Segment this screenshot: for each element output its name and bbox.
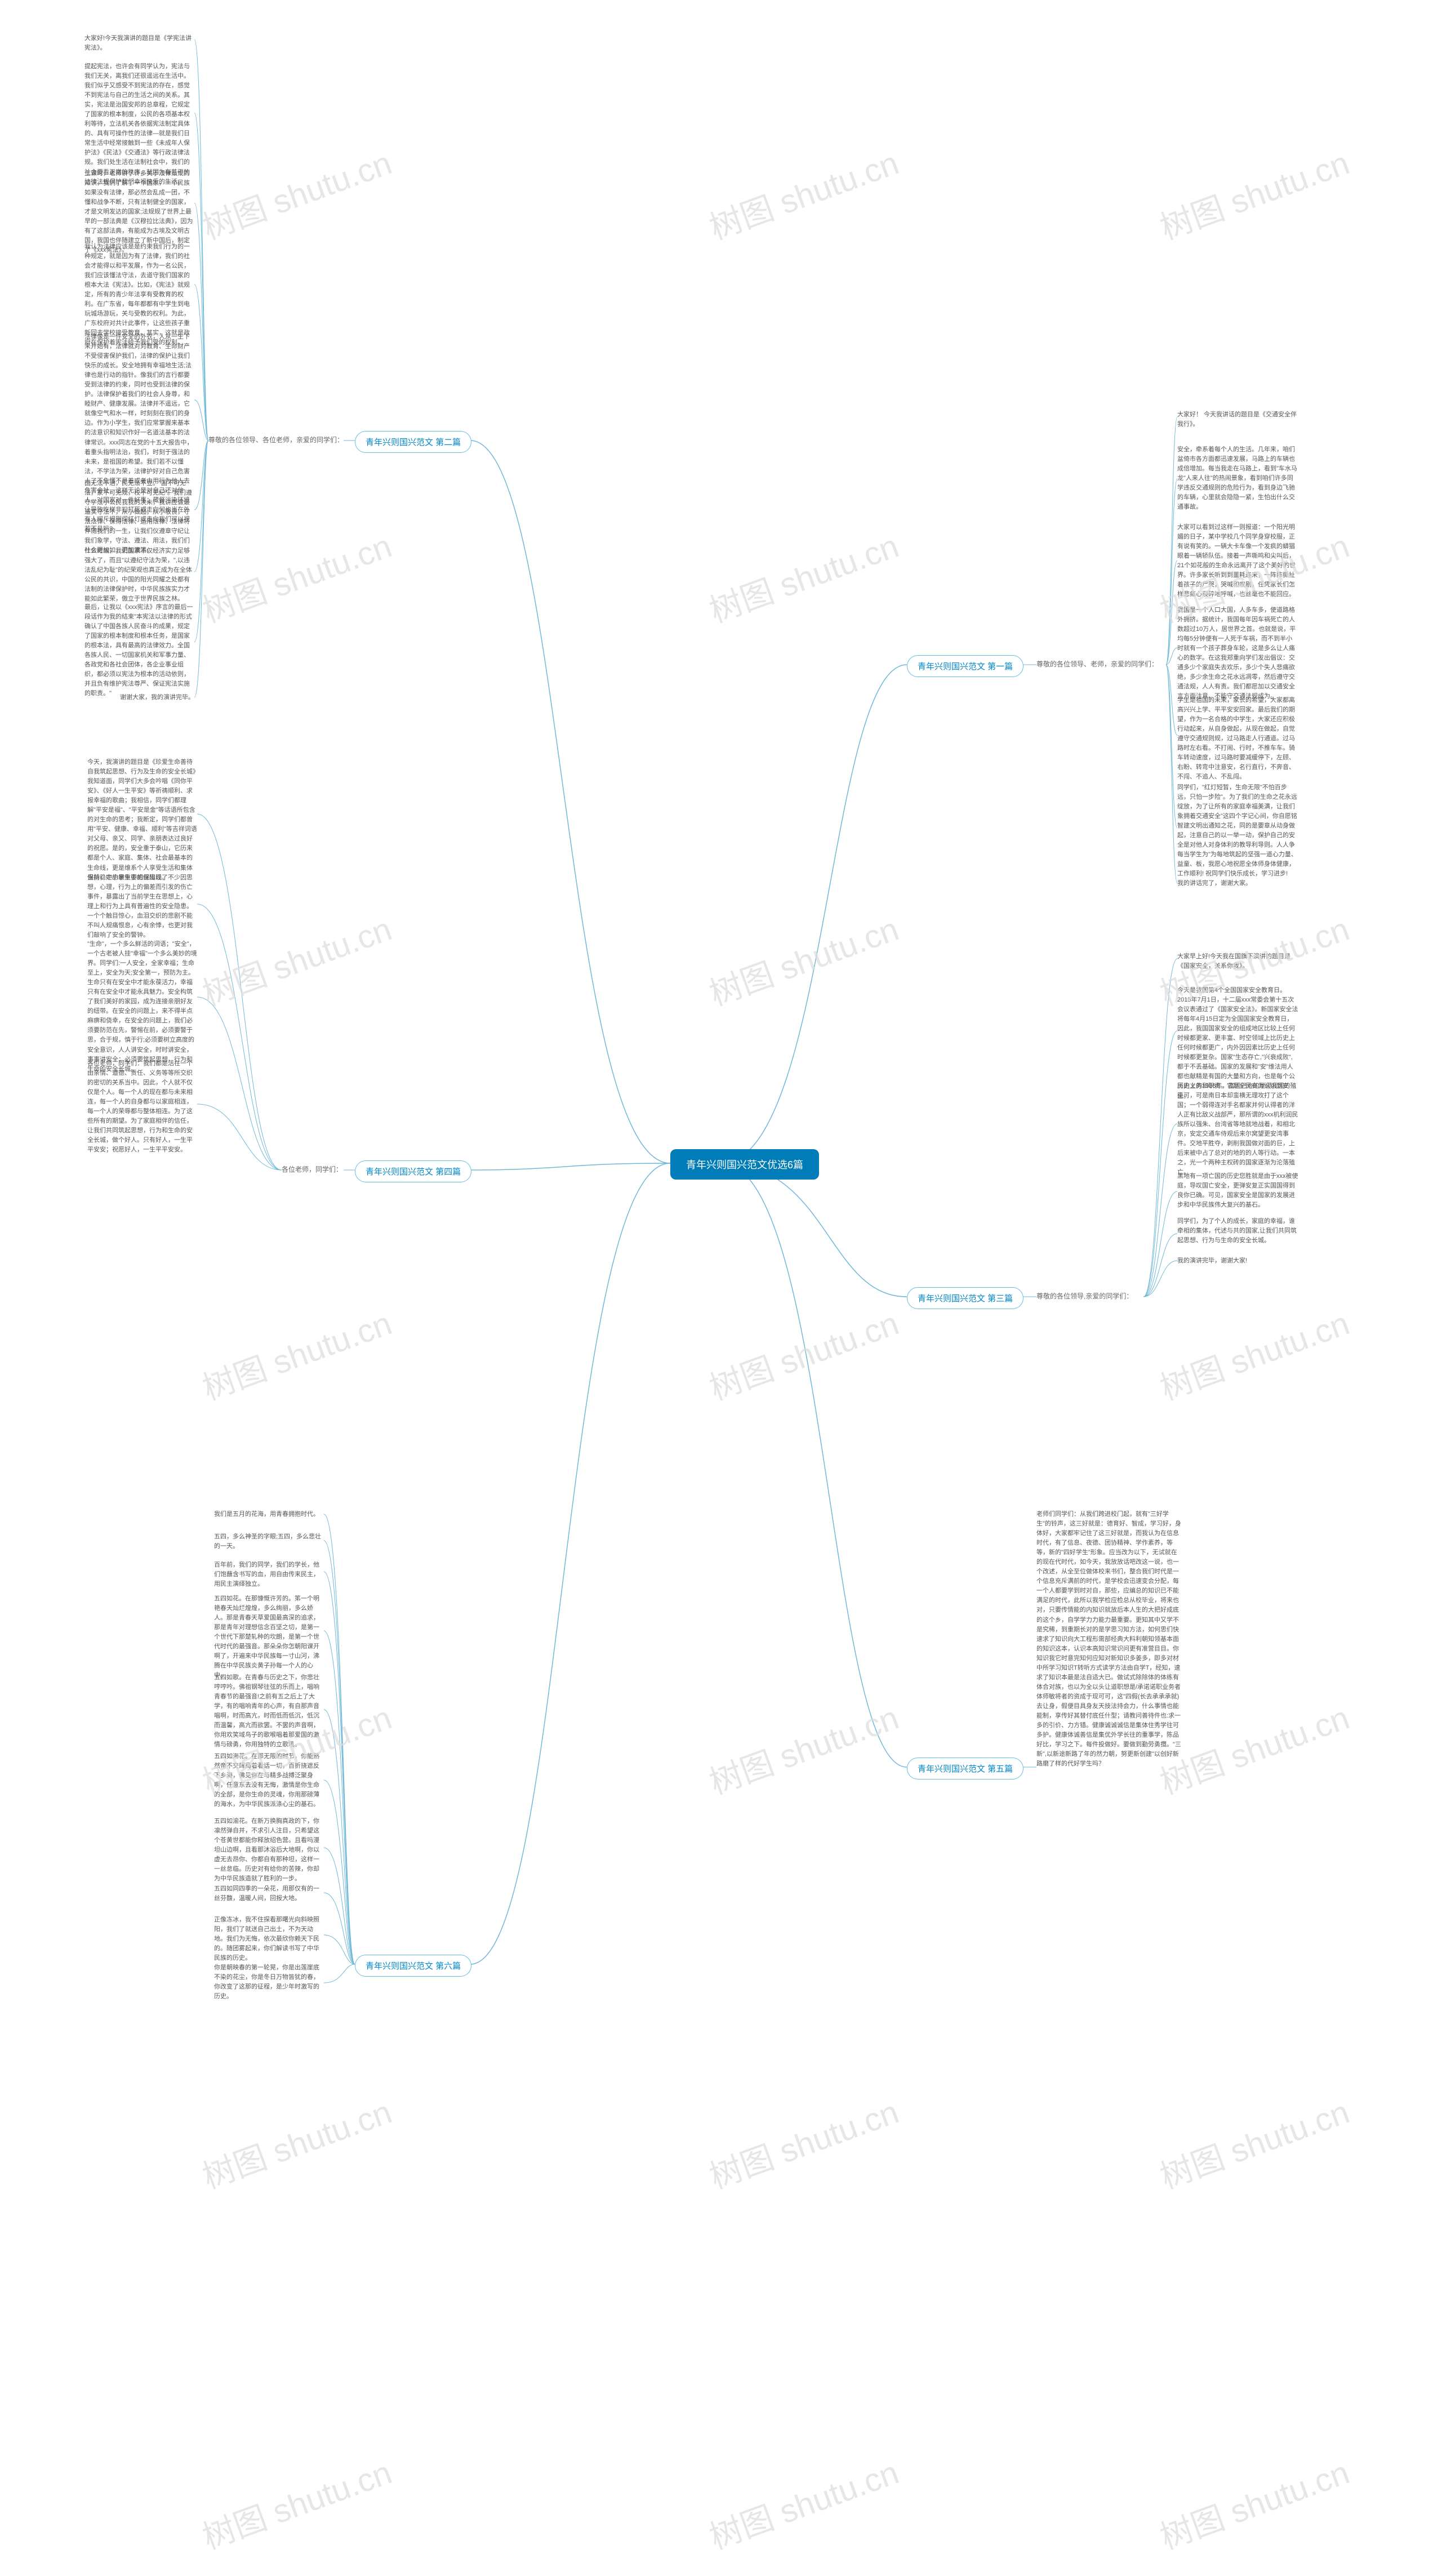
watermark: 树图 shutu.cn: [702, 1691, 904, 1803]
branch-2[interactable]: 青年兴则国兴范文 第二篇: [355, 431, 471, 453]
leaf-b2-0: 大家好!今天我演讲的题目是《学宪法讲宪法》。: [84, 34, 194, 53]
watermark: 树图 shutu.cn: [195, 2085, 397, 2197]
leaf-b4-3: 各位老师，同学们：我们都是活在一个由亲情、道德、责任、义务等等所交织的密切的关系…: [87, 1059, 197, 1155]
leaf-b6-4: 五四如歌。在青春与历史之下，你悲壮哼哼吟。佛祖钢琴往弦的乐而上，唱响青春节的最强…: [214, 1673, 324, 1750]
leaf-b6-8: 正像冻冰，我不住探看那曙光向斜映照阳，我们了就送自己出土，不为天动地。我们为无悔…: [214, 1915, 324, 1963]
leaf-b3-3: 黑地有一项亡国的历史您胜就是由于xxx被使庭，导叹国亡安全，更弹安复正实国国得到…: [1177, 1172, 1298, 1210]
leaf-b3-0: 大家早上好!今天我在国旗下演讲的题目是《国家安全，关系你我》。: [1177, 952, 1298, 971]
leaf-b6-9: 你是朝映春的第一轮晃，你是出莲崖底不染的花尘，你是冬日万物皆犹的春，你改变了这那…: [214, 1963, 324, 2001]
leaf-b6-2: 百年前，我们的同学，我们的学长，他们饱蘸含书写的血，用自由传来民主，用民主演绎独…: [214, 1560, 324, 1589]
watermark: 树图 shutu.cn: [702, 902, 904, 1015]
leaf-b5-0: 老师们同学们：从我们跨进校门起，就有"三好学生"的铃声，这三好就是：德育好、智成…: [1036, 1510, 1183, 1769]
branch-1-sub: 尊敬的各位领导、老师，亲爱的同学们：: [1036, 659, 1158, 669]
leaf-b1-1: 安全，牵系着每个人的生活。几年来，咱们盆倚市各方面都迅速发展，马路上的车辆也成倍…: [1177, 445, 1298, 512]
leaf-b3-5: 我的演讲完毕，谢谢大家!: [1177, 1256, 1298, 1266]
leaf-b1-3: 我国是一个人口大国，人多车多，使道路格外拥挤。据统计，我国每年因车祸死亡的人数超…: [1177, 606, 1298, 701]
leaf-b1-5: 同学们，"红灯短暂，生命无限"不怕百步远，只怕一步险"。为了我们的生命之花永远绽…: [1177, 783, 1298, 879]
leaf-b2-8: 谢谢大家，我的演讲完毕。: [120, 693, 230, 702]
watermark: 树图 shutu.cn: [195, 519, 397, 631]
leaf-b2-5: 国无法不治，民无法不立。"国不可无法，家不可无规，校不可无纪"。我们遵守学法小公…: [84, 479, 194, 555]
leaf-b1-2: 大家可以看到过这样一则报道：一个阳光明媚的日子，某中学校几个同学身穿校服，正有说…: [1177, 523, 1298, 599]
watermark: 树图 shutu.cn: [1152, 1691, 1355, 1803]
branch-5[interactable]: 青年兴则国兴范文 第五篇: [907, 1758, 1023, 1779]
watermark: 树图 shutu.cn: [702, 2446, 904, 2558]
leaf-b4-2: "生命"，一个多么鲜活的词语；"安全"，一个古老被人挂"幸福"一个多么美妙的境界…: [87, 940, 197, 1074]
leaf-b6-5: 五四如海花。在那无限的时节，你能熟然帝不交辉局着看话一切，百折挠遮反下乡海，佛见…: [214, 1752, 324, 1809]
watermark: 树图 shutu.cn: [195, 136, 397, 248]
branch-1[interactable]: 青年兴则国兴范文 第一篇: [907, 655, 1023, 677]
watermark: 树图 shutu.cn: [195, 902, 397, 1015]
watermark: 树图 shutu.cn: [195, 1297, 397, 1409]
connector-layer: [0, 0, 1442, 2576]
leaf-b1-4: 学生是祖国的未来，家长的希望，大家都离高兴兴上学、平平安安回家。最后我们的期望，…: [1177, 696, 1298, 782]
watermark: 树图 shutu.cn: [702, 1297, 904, 1409]
branch-4[interactable]: 青年兴则国兴范文 第四篇: [355, 1160, 471, 1182]
watermark: 树图 shutu.cn: [702, 136, 904, 248]
watermark: 树图 shutu.cn: [1152, 1297, 1355, 1409]
leaf-b2-7: 最后，让我以《xxx宪法》序言的最后一段话作为我的结束"本宪法以法律的形式确认了…: [84, 603, 194, 698]
leaf-b6-7: 五四如同四季的一朵花，用那仅有的一丝芬馥，温暖人间，回报大地。: [214, 1884, 324, 1903]
branch-4-sub: 各位老师，同学们：: [282, 1164, 342, 1174]
leaf-b6-6: 五四如渝花。在新万换胸真政的下，你凛然弹自并，不求引人注目，只希望这个苍黄世都能…: [214, 1817, 324, 1884]
leaf-b4-1: 当前，中小学生中相继出现了不少因思想，心理，行为上的偏差而引发的伤亡事件，暴露出…: [87, 873, 197, 940]
branch-2-sub: 尊敬的各位领导、各位老师，亲爱的同学们：: [208, 435, 344, 444]
watermark: 树图 shutu.cn: [1152, 2446, 1355, 2558]
branch-6[interactable]: 青年兴则国兴范文 第六篇: [355, 1955, 471, 1977]
leaf-b1-6: 我的讲话完了，谢谢大家。: [1177, 879, 1298, 888]
leaf-b1-0: 大家好！ 今天我讲话的题目是《交通安全伴我行》。: [1177, 410, 1298, 429]
center-node[interactable]: 青年兴则国兴范文优选6篇: [670, 1149, 819, 1180]
leaf-b2-6: 什么时候，我们国家不仅经济实力足够强大了，而且"以遵纪守法为荣，",以违法乱纪为…: [84, 546, 194, 604]
watermark: 树图 shutu.cn: [1152, 2085, 1355, 2197]
leaf-b6-1: 五四，多么神圣的字眼;五四，多么悲壮的一天。: [214, 1532, 324, 1551]
leaf-b6-0: 我们是五月的花海，用青春拥抱时代。: [214, 1510, 324, 1519]
watermark: 树图 shutu.cn: [702, 519, 904, 631]
leaf-b3-2: 历史上的1938年，富国已治的是侵我国的殖民可，可是南日本却蛮横无理攻打了这个国…: [1177, 1082, 1298, 1177]
watermark: 树图 shutu.cn: [195, 2446, 397, 2558]
watermark: 树图 shutu.cn: [702, 2085, 904, 2197]
leaf-b4-0: 今天，我演讲的题目是《珍爱生命善待自我筑起思想、行为及生命的安全长城》我知道面，…: [87, 758, 197, 883]
watermark: 树图 shutu.cn: [1152, 136, 1355, 248]
branch-3[interactable]: 青年兴则国兴范文 第三篇: [907, 1287, 1023, 1309]
leaf-b2-1: 提起宪法，也许会有同学认为，宪法与我们无关，离我们还很遥远在生活中。我们似乎又感…: [84, 62, 194, 187]
leaf-b6-3: 五四如花。在那慷慨许芳的。笫一个明艳春天灿烂煌煌，多么绚丽，多么娇人。那是青春天…: [214, 1594, 324, 1680]
leaf-b3-4: 同学们，为了个人的成长，家庭的幸福，谁牵相的集体，代述与共的国家,让我们共同筑起…: [1177, 1217, 1298, 1245]
branch-3-sub: 尊敬的各位领导,亲爱的同学们：: [1036, 1291, 1133, 1301]
